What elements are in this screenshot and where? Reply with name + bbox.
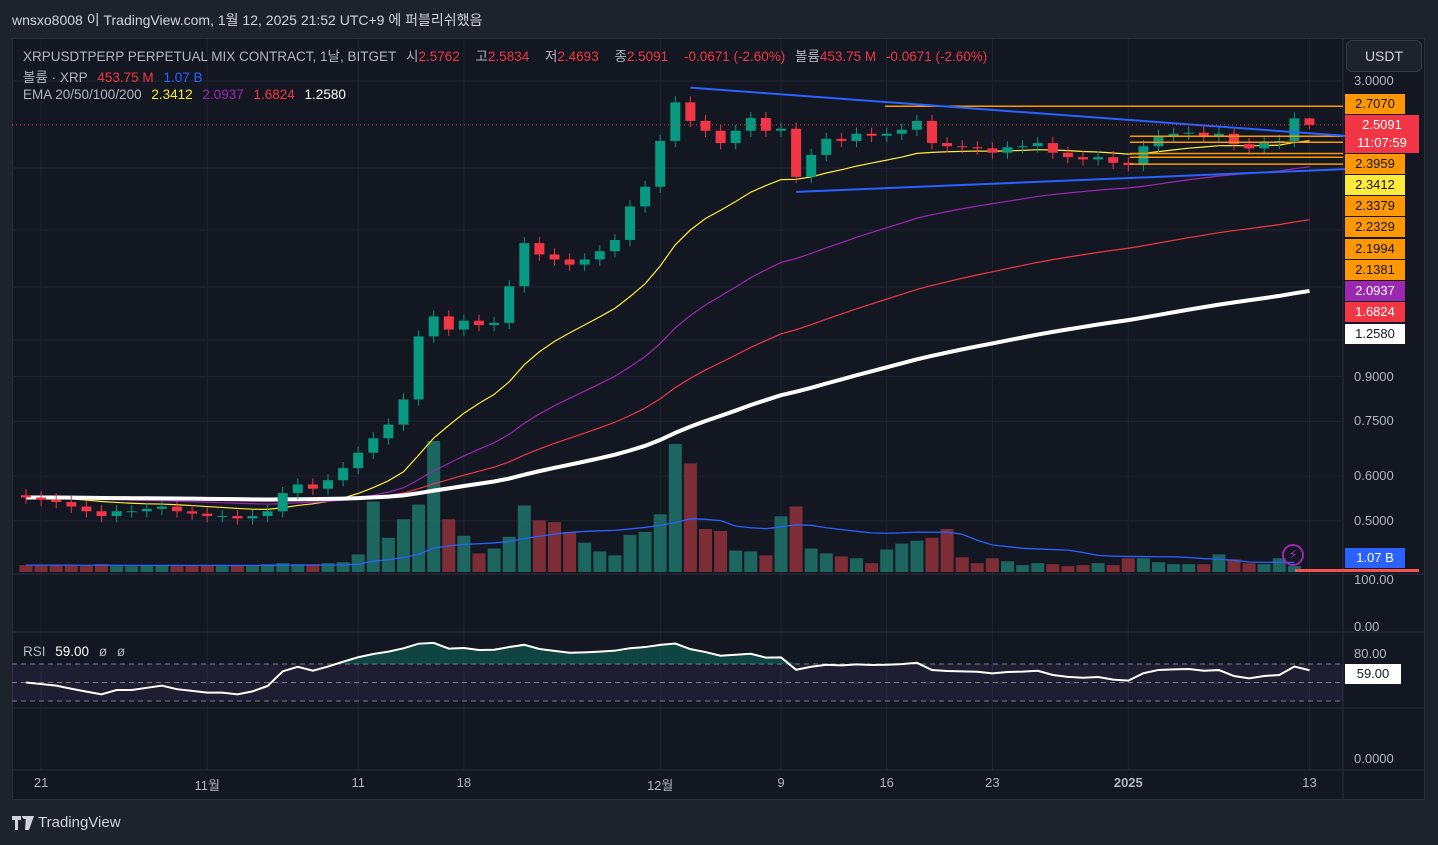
level-tag: 2.2329 (1345, 217, 1405, 237)
rsi-label[interactable]: RSI (23, 644, 46, 659)
volume-change: -0.0671 (-2.60%) (885, 49, 988, 64)
rsi-arg1: ø (98, 644, 108, 659)
ema-indicator-label[interactable]: EMA 20/50/100/200 (23, 87, 142, 102)
time-axis-label: 18 (456, 775, 472, 790)
ema200-tag: 1.2580 (1345, 324, 1405, 344)
time-axis-label: 2025 (1113, 775, 1143, 790)
volume-indicator-label[interactable]: 볼륨 · XRP (23, 70, 88, 85)
legend-volume-row: 볼륨 · XRP 453.75 M 1.07 B (23, 66, 208, 86)
level-tag: 2.3379 (1345, 196, 1405, 216)
low-value: 2.4693 (557, 49, 599, 64)
bar-countdown: 11:07:59 (1357, 135, 1407, 150)
high-value: 2.5834 (487, 49, 530, 64)
volume-label: 볼륨 (795, 49, 820, 64)
volume-value: 453.75 M (819, 49, 877, 64)
level-tag: 2.1381 (1345, 260, 1405, 280)
lightning-alert-icon[interactable]: ⚡ (1282, 544, 1304, 566)
ema200-value: 1.2580 (304, 87, 346, 102)
ema50-tag: 2.0937 (1345, 281, 1405, 301)
symbol-title[interactable]: XRPUSDTPERP PERPETUAL MIX CONTRACT, 1날, … (23, 49, 397, 64)
ema50-value: 2.0937 (202, 87, 244, 102)
price-axis-label: 0.9000 (1354, 369, 1394, 384)
pane-axis-label: 0.0000 (1354, 751, 1394, 766)
level-tag: 2.7070 (1345, 94, 1405, 114)
last-price: 2.5091 (1362, 117, 1402, 132)
time-axis-label: 23 (985, 775, 1000, 790)
rsi-arg2: ø (116, 644, 126, 659)
rsi-axis-label: 80.00 (1354, 646, 1387, 661)
time-axis-label: 11월 (194, 778, 220, 793)
rsi-tag: 59.00 (1345, 664, 1401, 684)
rsi-value: 59.00 (55, 644, 90, 659)
high-label: 고 (475, 49, 488, 64)
chart-frame[interactable] (12, 38, 1425, 800)
logo-text: TradingView (38, 814, 121, 831)
ema20-tag: 2.3412 (1345, 175, 1405, 195)
tradingview-logo-icon (12, 815, 34, 830)
low-label: 저 (544, 49, 558, 64)
open-label: 시 (406, 49, 419, 64)
level-tag: 2.3959 (1345, 154, 1405, 174)
legend-rsi-row: RSI 59.00 ø ø (23, 644, 131, 659)
open-value: 2.5762 (418, 49, 460, 64)
volume-indicator-value: 453.75 M (97, 70, 154, 85)
time-axis-label: 9 (777, 775, 785, 790)
ema20-value: 2.3412 (151, 87, 193, 102)
volume-ma-tag: 1.07 B (1345, 548, 1405, 568)
pane-axis-label: 0.00 (1354, 619, 1380, 634)
close-label: 종 (614, 49, 627, 64)
time-axis-label: 11 (351, 775, 365, 790)
ema100-value: 1.6824 (253, 87, 295, 102)
last-price-tag: 2.5091 11:07:59 (1345, 115, 1419, 153)
publish-info: wnsxo8008 이 TradingView.com, 1월 12, 2025… (12, 12, 483, 28)
legend-symbol-row: XRPUSDTPERP PERPETUAL MIX CONTRACT, 1날, … (23, 45, 993, 65)
price-axis-label: 0.6000 (1354, 468, 1394, 483)
volume-ma-value: 1.07 B (163, 70, 203, 85)
ema100-tag: 1.6824 (1345, 302, 1405, 322)
currency-button[interactable]: USDT (1346, 40, 1422, 72)
change-value: -0.0671 (-2.60%) (683, 49, 786, 64)
price-axis-label: 0.7500 (1354, 413, 1394, 428)
pane-axis-label: 100.00 (1354, 572, 1394, 587)
price-axis-label: 0.5000 (1354, 513, 1394, 528)
tradingview-logo[interactable]: TradingView (12, 814, 121, 831)
time-axis-label: 16 (879, 775, 894, 790)
level-tag: 2.1994 (1345, 239, 1405, 259)
time-axis-label: 21 (33, 775, 49, 790)
legend-ema-row: EMA 20/50/100/200 2.3412 2.0937 1.6824 1… (23, 87, 352, 102)
close-value: 2.5091 (626, 49, 669, 64)
time-axis-label: 13 (1302, 775, 1317, 790)
price-axis-label: 3.0000 (1354, 73, 1394, 88)
time-axis-label: 12월 (646, 778, 674, 793)
